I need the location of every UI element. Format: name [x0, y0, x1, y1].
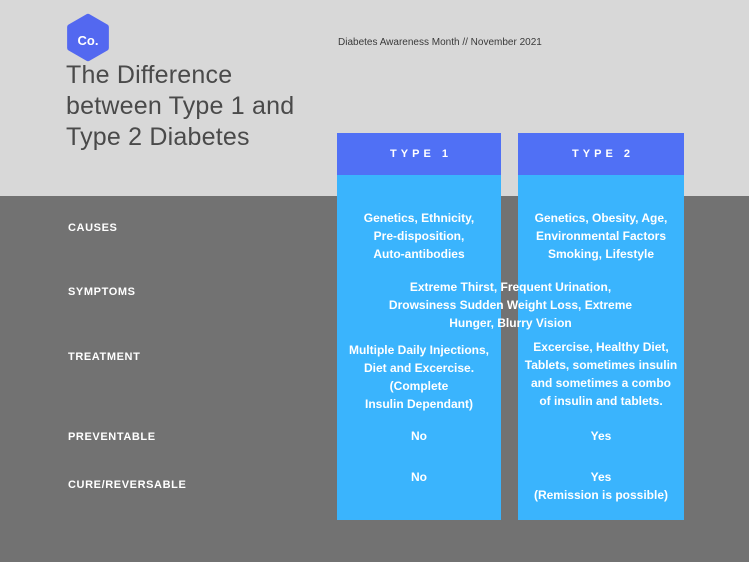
symptoms-shared-value: Extreme Thirst, Frequent Urination, Drow… — [388, 280, 633, 330]
type2-column-body — [518, 175, 684, 520]
type2-column-header: TYPE 2 — [518, 133, 684, 175]
event-label: Diabetes Awareness Month // November 202… — [338, 37, 542, 48]
row-label-preventable: PREVENTABLE — [68, 431, 156, 443]
page-title: The Difference between Type 1 and Type 2… — [66, 61, 295, 151]
causes-type2-value: Genetics, Obesity, Age, Environmental Fa… — [534, 211, 668, 261]
type1-column-header: TYPE 1 — [337, 133, 501, 175]
row-label-symptoms: SYMPTOMS — [68, 286, 136, 298]
cure-type2-value: Yes (Remission is possible) — [533, 470, 669, 502]
row-label-cure-reversable: CURE/REVERSABLE — [68, 479, 187, 491]
company-logo: Co. — [64, 13, 112, 62]
row-label-causes: CAUSES — [68, 222, 118, 234]
row-label-treatment: TREATMENT — [68, 351, 141, 363]
causes-type1-value: Genetics, Ethnicity, Pre-disposition, Au… — [363, 211, 475, 261]
hexagon-logo-icon — [64, 13, 112, 62]
preventable-type2-value: Yes — [590, 429, 612, 443]
preventable-type1-value: No — [411, 429, 427, 443]
logo-text: Co. — [77, 33, 99, 48]
type1-column-body — [337, 175, 501, 520]
treatment-type1-value: Multiple Daily Injections, Diet and Exce… — [348, 343, 490, 411]
cure-type1-value: No — [411, 470, 427, 484]
treatment-type2-value: Excercise, Healthy Diet, Tablets, someti… — [524, 340, 678, 408]
